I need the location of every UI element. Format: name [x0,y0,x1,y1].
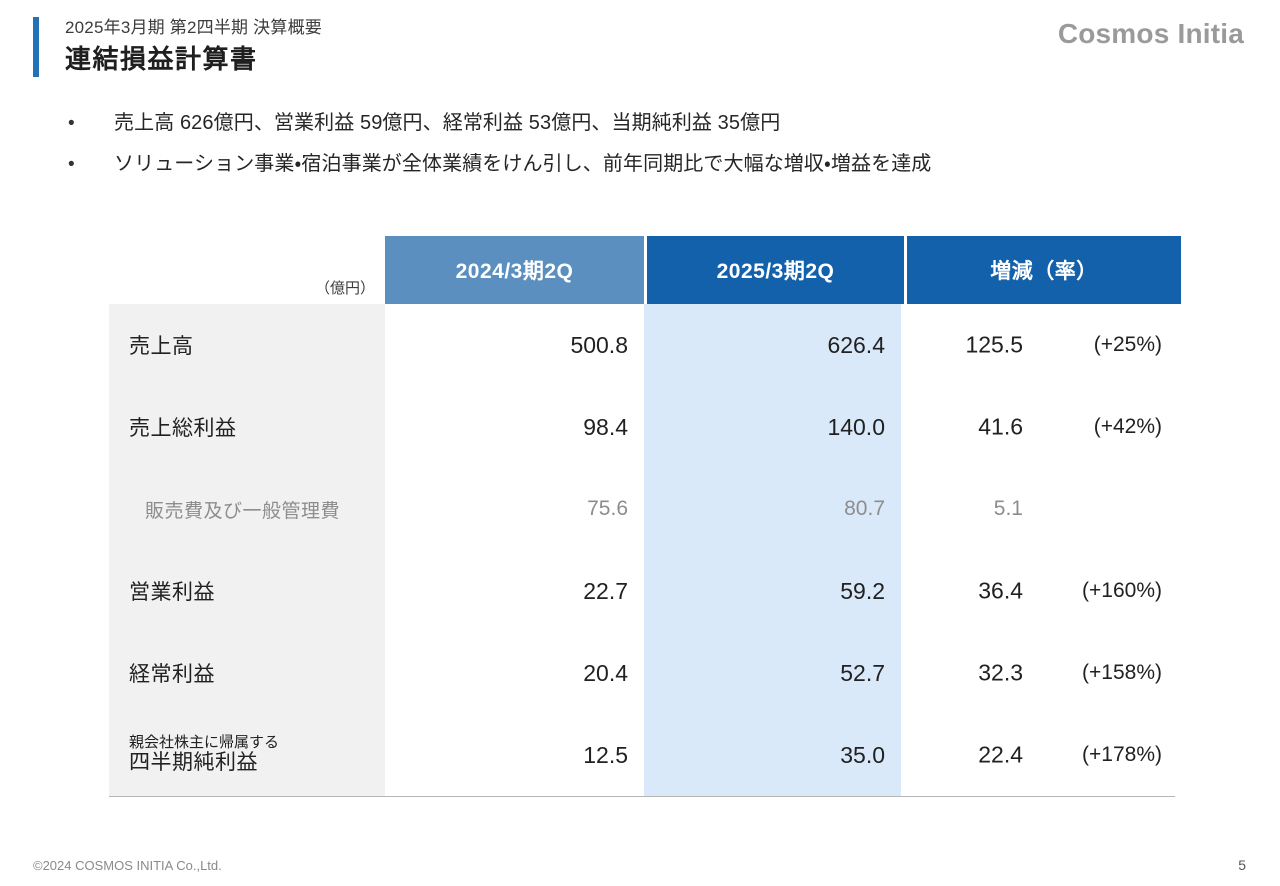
bullet-marker-icon: • [68,154,75,175]
row-label-prefix: 親会社株主に帰属する [129,733,280,751]
cell-change: 125.5 (+25%) [901,304,1175,386]
bullet-text: 売上高 626億円、営業利益 59億円、経常利益 53億円、当期純利益 35億円 [114,112,781,134]
change-value: 5.1 [993,497,1023,520]
row-label-cell: 営業利益 [109,550,385,632]
column-header-prev-period: 2024/3期2Q [385,236,644,304]
column-header-current-period: 2025/3期2Q [647,236,904,304]
cell-change: 22.4 (+178%) [901,714,1175,796]
row-label-cell: 売上高 [109,304,385,386]
bullet-text: ソリューション事業・宿泊事業が全体業績をけん引し、前年同期比で大幅な増収・増益を… [114,153,932,175]
cell-change: 32.3 (+158%) [901,632,1175,714]
slide-eyebrow: 2025年3月期 第2四半期 決算概要 [65,18,322,37]
cell-prev-period: 20.4 [385,632,644,714]
table-row: 親会社株主に帰属する 四半期純利益 12.5 35.0 22.4 (+178%) [109,714,1175,797]
cell-current-period: 52.7 [644,632,901,714]
cell-current-period: 626.4 [644,304,901,386]
row-label-stack: 親会社株主に帰属する 四半期純利益 [129,734,279,776]
brand-logo: Cosmos Initia [1057,18,1244,49]
page-title: 連結損益計算書 [65,44,258,74]
bullet-marker-icon: • [68,113,75,134]
list-item: • ソリューション事業・宿泊事業が全体業績をけん引し、前年同期比で大幅な増収・増… [62,144,1242,185]
cell-prev-period: 12.5 [385,714,644,796]
change-value: 32.3 [978,659,1023,686]
cell-current-period: 35.0 [644,714,901,796]
change-value: 125.5 [965,331,1023,358]
table-row: 営業利益 22.7 59.2 36.4 (+160%) [109,550,1175,632]
change-value: 36.4 [978,577,1023,604]
table-header-unit-cell: （億円） [109,236,385,304]
change-percent: (+42%) [1093,415,1162,438]
change-value: 41.6 [978,413,1023,440]
cell-change: 5.1 [901,468,1175,550]
table-row: 販売費及び一般管理費 75.6 80.7 5.1 [109,468,1175,550]
table-row: 売上総利益 98.4 140.0 41.6 (+42%) [109,386,1175,468]
change-percent: (+178%) [1082,743,1162,766]
row-label-cell: 親会社株主に帰属する 四半期純利益 [109,714,385,796]
row-label-cell: 販売費及び一般管理費 [109,468,385,550]
cell-current-period: 80.7 [644,468,901,550]
row-label-cell: 売上総利益 [109,386,385,468]
table-bottom-border [109,796,1175,797]
cell-current-period: 140.0 [644,386,901,468]
table-row: 売上高 500.8 626.4 125.5 (+25%) [109,304,1175,386]
cell-prev-period: 500.8 [385,304,644,386]
row-label: 売上総利益 [129,417,237,440]
row-label: 四半期純利益 [129,751,258,775]
cell-prev-period: 75.6 [385,468,644,550]
slide-header: 2025年3月期 第2四半期 決算概要 連結損益計算書 Cosmos Initi… [0,0,1280,92]
column-header-change: 増減（率） [907,236,1181,304]
summary-bullets: • 売上高 626億円、営業利益 59億円、経常利益 53億円、当期純利益 35… [62,103,1242,185]
copyright-text: ©2024 COSMOS INITIA Co.,Ltd. [33,858,222,873]
cell-prev-period: 22.7 [385,550,644,632]
change-value: 22.4 [978,741,1023,768]
table-header-row: （億円） 2024/3期2Q 2025/3期2Q 増減（率） [109,236,1181,304]
title-block: 2025年3月期 第2四半期 決算概要 連結損益計算書 [65,16,322,76]
change-percent: (+160%) [1082,579,1162,602]
list-item: • 売上高 626億円、営業利益 59億円、経常利益 53億円、当期純利益 35… [62,103,1242,144]
row-label: 経常利益 [129,663,215,686]
income-statement-table: （億円） 2024/3期2Q 2025/3期2Q 増減（率） 売上高 500.8… [109,236,1181,797]
table-row: 経常利益 20.4 52.7 32.3 (+158%) [109,632,1175,714]
unit-label: （億円） [314,280,375,297]
cell-change: 41.6 (+42%) [901,386,1175,468]
row-label: 売上高 [129,335,194,358]
row-label: 営業利益 [129,581,215,604]
cell-current-period: 59.2 [644,550,901,632]
title-accent-bar [33,17,39,77]
change-percent: (+158%) [1082,661,1162,684]
page-number: 5 [1238,857,1246,873]
cell-prev-period: 98.4 [385,386,644,468]
cell-change: 36.4 (+160%) [901,550,1175,632]
row-label-cell: 経常利益 [109,632,385,714]
row-label: 販売費及び一般管理費 [145,500,341,522]
change-percent: (+25%) [1093,333,1162,356]
